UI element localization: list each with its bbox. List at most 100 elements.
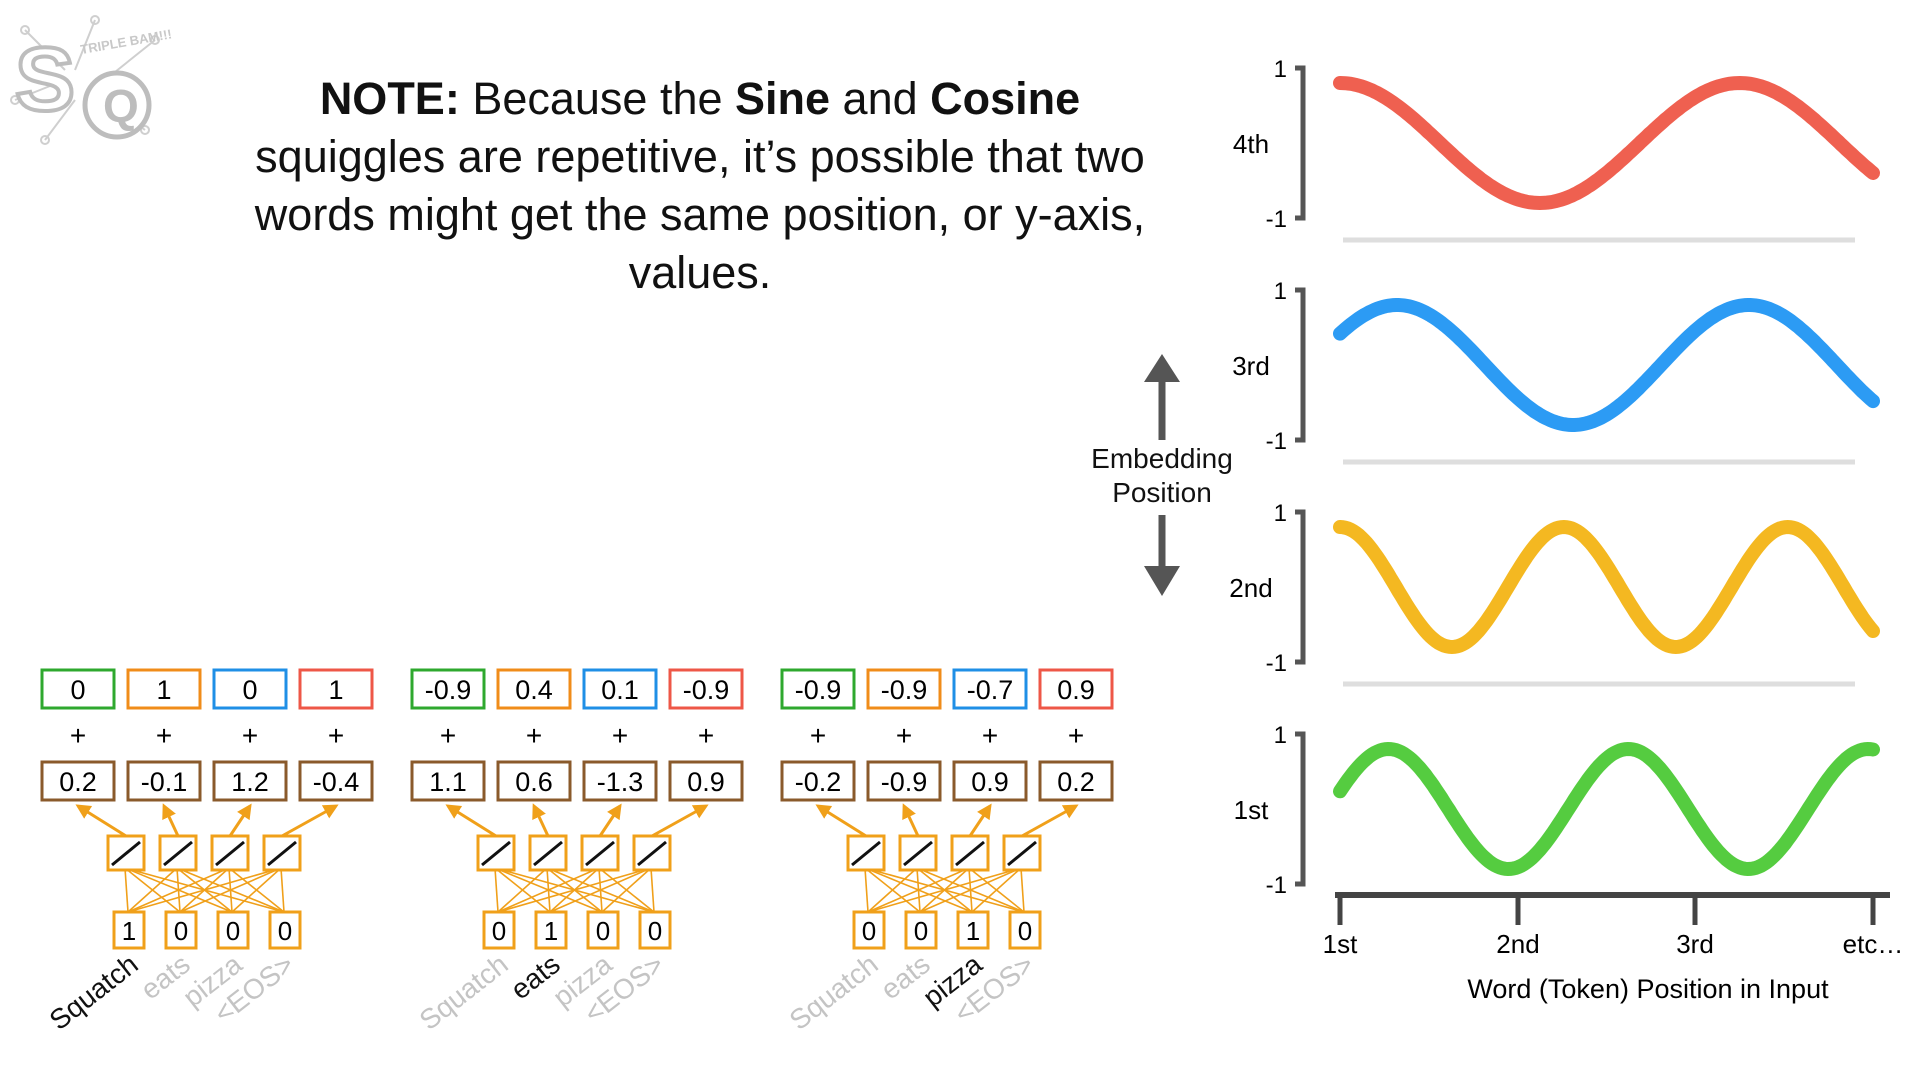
axis-bracket [1295,509,1306,665]
position-value: 1 [156,675,171,705]
axis-bracket [1295,287,1306,443]
embedding-value-box [668,760,744,802]
note-bold-cosine: Cosine [930,73,1081,124]
identity-icon [481,840,511,867]
one-hot-value: 1 [966,916,980,946]
embedding-value: 1.1 [429,767,467,797]
svg-text:S: S [15,30,75,130]
one-hot-value: 0 [914,916,928,946]
identity-icon [533,840,563,867]
position-value-box [496,668,572,710]
embedding-group-2: -0.9+1.10.4+0.60.1+-1.3-0.9+0.90 1 0 0Squat… [410,668,744,1036]
plus-sign: + [440,720,456,751]
embedding-value-box [298,760,374,802]
y-min-label: -1 [1266,206,1287,233]
x-tick-2nd: 2nd [1496,929,1539,959]
position-value: -0.9 [425,675,472,705]
position-value-box [40,668,116,710]
position-value: 0.4 [515,675,553,705]
wave-label-1st: 1st [1234,795,1269,825]
connection-line [124,867,129,913]
y-min-label: -1 [1266,428,1287,455]
plus-sign: + [156,720,172,751]
one-hot-value: 1 [122,916,136,946]
one-hot-box [216,910,250,950]
connection-line [494,867,655,913]
wave-1st [1333,741,1880,877]
one-hot-value: 0 [648,916,662,946]
one-hot-box [956,910,990,950]
plus-sign: + [698,720,714,751]
embedding-value: -0.1 [141,767,188,797]
embedding-value: -0.9 [881,767,928,797]
position-value-box [212,668,288,710]
y-max-label: 1 [1274,500,1287,527]
y-max-label: 1 [1274,56,1287,83]
position-value: -0.7 [967,675,1014,705]
connection-line [280,867,285,913]
position-value: -0.9 [881,675,928,705]
one-hot-box [482,910,516,950]
one-hot-box [852,910,886,950]
wave-4th [1333,75,1880,211]
embedding-position-arrow: Embedding Position [1091,354,1233,596]
connection-line [968,867,1025,913]
wave-2nd [1333,519,1880,655]
embedding-value-box [212,760,288,802]
one-hot-box [534,910,568,950]
identity-icon [163,840,193,867]
x-axis: 1st 2nd 3rd etc… Word (Token) Position i… [1323,892,1904,1004]
note-text: NOTE: Because the Sine and Cosine squigg… [250,70,1150,302]
position-value-box [668,668,744,710]
svg-text:Q: Q [103,80,139,132]
connection-line [228,867,285,913]
one-hot-value: 0 [492,916,506,946]
plus-sign: + [612,720,628,751]
axis-bracket [1295,65,1306,221]
weight-arrow [1021,804,1079,838]
position-value-box [866,668,942,710]
x-tick-3rd: 3rd [1676,929,1714,959]
connection-line [546,867,655,913]
plus-sign: + [896,720,912,751]
identity-icon [851,840,881,867]
one-hot-value: 0 [226,916,240,946]
plus-sign: + [810,720,826,751]
connection-line [864,867,1025,913]
wave-label-2nd: 2nd [1229,573,1272,603]
embedding-group-3: -0.9+-0.2-0.9+-0.9-0.7+0.90.9+0.20 0 1 0Squ… [780,668,1114,1036]
embedding-value: 0.9 [687,767,725,797]
position-value-box [410,668,486,710]
arrow-label-line1: Embedding [1091,443,1233,474]
one-hot-value: 0 [174,916,188,946]
identity-icon [215,840,245,867]
identity-icon [1007,840,1037,867]
one-hot-box [638,910,672,950]
weight-arrow [445,804,497,838]
embedding-group-1: 0+0.21+-0.10+1.21+-0.41 0 0 0Squatcheatspiz… [40,668,374,1036]
note-bold-sine: Sine [735,73,831,124]
one-hot-box [1008,910,1042,950]
one-hot-box [268,910,302,950]
position-value-box [952,668,1028,710]
connection-line [124,867,233,913]
identity-icon [903,840,933,867]
connection-line [864,867,869,913]
weight-arrow [228,803,252,837]
position-value: -0.9 [795,675,842,705]
input-word-1: Squatch [414,948,514,1036]
weight-arrow [651,804,709,838]
statquest-logo: S Q TRIPLE BAM!!! [5,10,175,155]
identity-icon [637,840,667,867]
x-tick-etc: etc… [1843,929,1904,959]
connection-line [124,867,285,913]
wave-3rd [1333,298,1880,432]
one-hot-box [164,910,198,950]
position-value: 0 [242,675,257,705]
wave-label-4th: 4th [1233,129,1269,159]
embedding-value-box [1038,760,1114,802]
embedding-value: -0.4 [313,767,360,797]
weight-arrow [598,803,622,837]
plus-sign: + [1068,720,1084,751]
plus-sign: + [70,720,86,751]
